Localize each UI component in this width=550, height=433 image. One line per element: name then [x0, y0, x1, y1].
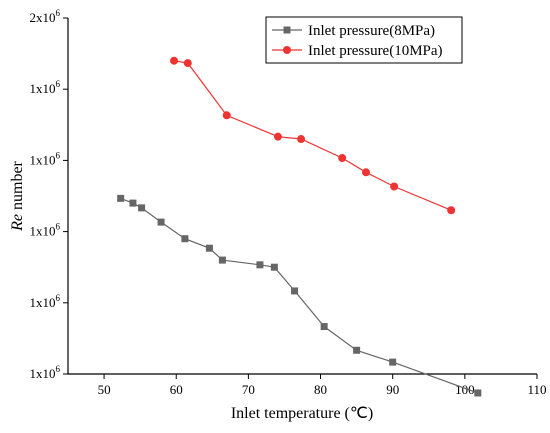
legend-box	[265, 16, 463, 64]
series-2	[170, 56, 456, 215]
y-tick-label-base: 1x10	[30, 295, 56, 310]
y-tick-label-base: 1x10	[30, 366, 56, 381]
y-tick-label-base: 1x10	[30, 152, 56, 167]
y-tick-label-base: 1x10	[30, 224, 56, 239]
x-tick-label: 50	[98, 382, 111, 397]
y-tick-label-exponent: 6	[56, 150, 61, 160]
x-ticks: 50 60 70 80 90 100 110	[98, 374, 547, 397]
y-tick-label-exponent: 6	[56, 222, 61, 232]
x-tick-label: 80	[314, 382, 327, 397]
data-point	[273, 132, 282, 141]
y-tick-label: 1x106	[30, 150, 61, 167]
data-point	[218, 256, 226, 264]
y-axis-title-italic: Re	[9, 214, 26, 232]
legend-label: Inlet pressure(8MPa)	[308, 23, 435, 39]
data-point	[117, 194, 125, 202]
legend-label: Inlet pressure(10MPa)	[308, 43, 443, 59]
data-point	[320, 323, 328, 331]
y-tick-label-exponent: 6	[56, 293, 61, 303]
legend-marker	[283, 26, 291, 34]
data-point	[291, 287, 299, 295]
data-point	[183, 59, 192, 68]
data-point	[297, 135, 306, 144]
x-tick-label: 110	[527, 382, 546, 397]
data-point	[222, 111, 231, 120]
x-tick-label: 70	[242, 382, 255, 397]
x-tick-label: 60	[170, 382, 183, 397]
y-tick-label-exponent: 6	[56, 79, 61, 89]
legend: Inlet pressure(8MPa) Inlet pressure(10MPa…	[265, 16, 463, 64]
series-1	[117, 194, 482, 397]
y-tick-label: 1x106	[30, 222, 61, 239]
y-tick-label: 1x106	[30, 364, 61, 381]
y-tick-label-exponent: 6	[56, 364, 61, 374]
data-point	[181, 235, 189, 243]
x-tick-label: 100	[455, 382, 475, 397]
data-point	[270, 263, 278, 271]
legend-marker	[283, 46, 291, 54]
data-point	[157, 218, 165, 226]
y-tick-label: 1x106	[30, 79, 61, 96]
axes	[67, 18, 537, 375]
y-axis-title: Re number	[9, 160, 26, 231]
data-point	[361, 168, 370, 177]
data-point	[353, 346, 361, 354]
data-point	[390, 182, 399, 191]
y-tick-label-exponent: 6	[56, 8, 61, 18]
y-tick-label-base: 2x10	[30, 10, 56, 25]
data-point	[389, 358, 397, 366]
data-point	[138, 204, 146, 212]
y-tick-label-base: 1x10	[30, 81, 56, 96]
data-point	[256, 261, 264, 269]
data-point	[474, 389, 482, 397]
y-tick-label: 2x106	[30, 8, 61, 25]
x-axis-title: Inlet temperature (℃)	[231, 405, 373, 422]
series-layer	[117, 56, 482, 397]
data-point	[129, 199, 137, 207]
data-point	[170, 56, 179, 65]
data-point	[447, 206, 456, 215]
data-point	[338, 154, 347, 163]
x-tick-label: 90	[386, 382, 399, 397]
series-line	[120, 197, 479, 394]
y-tick-label: 1x106	[30, 293, 61, 310]
y-axis-title-rest: number	[9, 160, 26, 214]
data-point	[205, 244, 213, 252]
series-line	[173, 60, 452, 211]
